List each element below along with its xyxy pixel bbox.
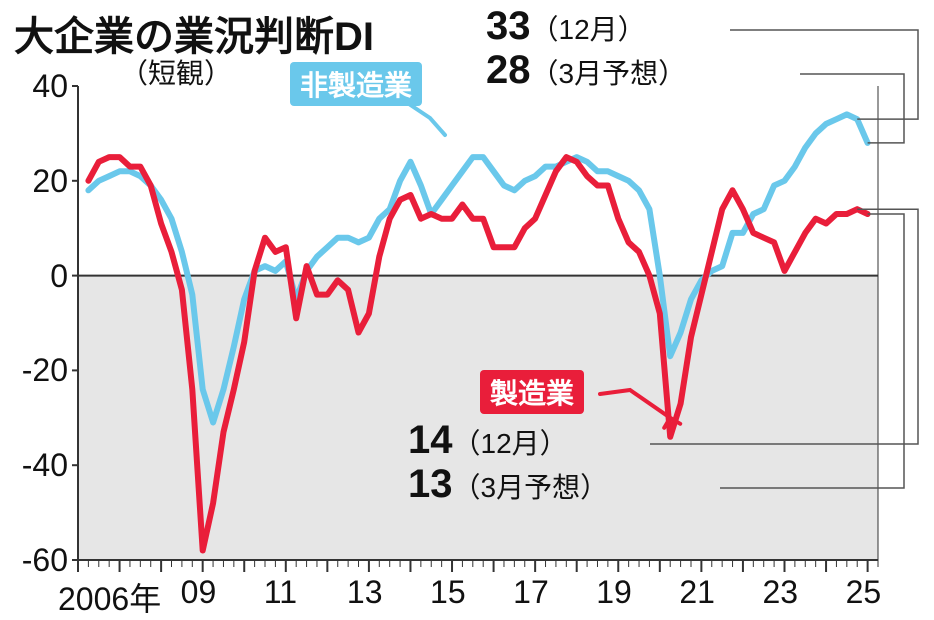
line-chart [0, 0, 934, 618]
legend-manufacturing: 製造業 [480, 370, 584, 414]
x-tick-label: 15 [430, 574, 466, 611]
x-tick-label: 21 [679, 574, 715, 611]
y-tick-label: 20 [32, 163, 68, 200]
callout-man-13: 13（3月予想） [408, 462, 608, 507]
x-tick-label: 09 [181, 574, 217, 611]
callout-man-14: 14（12月） [408, 418, 568, 463]
x-tick-label: 13 [347, 574, 383, 611]
x-tick-label: 2006年 [58, 574, 161, 620]
x-tick-label: 11 [264, 574, 297, 611]
legend-non-manufacturing: 非製造業 [290, 62, 422, 106]
callout-non-33: 33（12月） [486, 4, 646, 49]
x-tick-label: 17 [513, 574, 549, 611]
callout-non-28: 28（3月予想） [486, 48, 686, 93]
y-tick-label: 40 [32, 68, 68, 105]
x-tick-label: 23 [762, 574, 798, 611]
y-tick-label: -20 [22, 352, 68, 389]
chart-subtitle: （短観） [120, 52, 232, 92]
x-tick-label: 25 [846, 574, 882, 611]
y-tick-label: 0 [50, 258, 68, 295]
x-tick-label: 19 [596, 574, 632, 611]
y-tick-label: -40 [22, 447, 68, 484]
